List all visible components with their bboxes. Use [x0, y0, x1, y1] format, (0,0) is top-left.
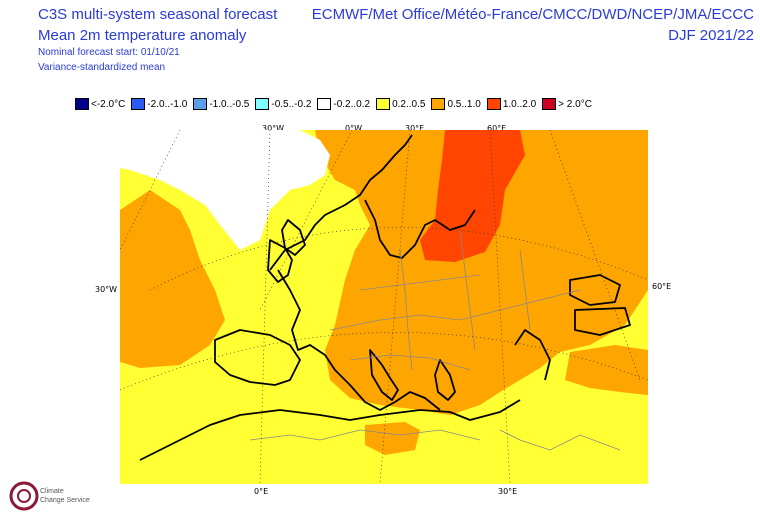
lon-label-bottom: 0°E: [254, 487, 269, 496]
legend-item: -0.2..0.2: [317, 98, 370, 110]
season-label: DJF 2021/22: [668, 27, 754, 44]
color-legend: <-2.0°C -2.0..-1.0 -1.0..-0.5 -0.5..-0.2…: [75, 96, 598, 112]
legend-swatch: [317, 98, 332, 110]
systems-list: ECMWF/Met Office/Météo-France/CMCC/DWD/N…: [311, 6, 754, 23]
legend-label: -1.0..-0.5: [209, 98, 250, 110]
country-borders: [249, 229, 621, 451]
graticule: [120, 130, 648, 484]
legend-item: -2.0..-1.0: [131, 98, 187, 110]
legend-label: -2.0..-1.0: [147, 98, 188, 110]
legend-item: > 2.0°C: [542, 98, 592, 110]
legend-swatch: [486, 98, 501, 110]
legend-swatch: [75, 98, 89, 110]
legend-swatch: [193, 98, 208, 110]
legend-swatch: [376, 98, 391, 110]
forecast-map: [120, 130, 648, 484]
forecast-start-note: Nominal forecast start: 01/10/21: [38, 47, 180, 58]
legend-item: 1.0..2.0: [486, 98, 537, 110]
logo-line2: Change Service: [40, 497, 90, 504]
anomaly-white-northwest: [120, 130, 330, 250]
logo-text: Climate Change Service: [40, 487, 90, 505]
copernicus-logo: [9, 481, 39, 511]
lon-label-top: 0°W: [345, 124, 362, 133]
anomaly-white-corner: [120, 130, 138, 155]
map-subtitle: Mean 2m temperature anomaly: [38, 27, 247, 44]
variance-note: Variance-standardized mean: [38, 62, 166, 73]
legend-item: <-2.0°C: [75, 98, 125, 110]
lon-label-top: 60°E: [487, 124, 507, 133]
legend-swatch: [255, 98, 270, 110]
legend-item: -0.5..-0.2: [255, 98, 311, 110]
lon-label-right: 60°E: [652, 282, 672, 291]
legend-label: 0.2..0.5: [392, 98, 426, 110]
anomaly-orange-africa: [365, 422, 420, 455]
legend-label: -0.2..0.2: [333, 98, 371, 110]
lon-label-left: 30°W: [95, 285, 118, 294]
legend-label: -0.5..-0.2: [271, 98, 312, 110]
legend-item: 0.5..1.0: [431, 98, 481, 110]
legend-label: 1.0..2.0: [502, 98, 537, 110]
lon-label-top: 30°E: [405, 124, 425, 133]
logo-line1: Climate: [40, 488, 64, 495]
anomaly-orange-sea: [315, 130, 380, 190]
legend-swatch: [431, 98, 446, 110]
lon-label-bottom: 30°E: [498, 487, 518, 496]
anomaly-orange-east: [325, 130, 648, 415]
legend-label: <-2.0°C: [91, 98, 126, 110]
coastlines: [139, 134, 631, 461]
legend-swatch: [542, 98, 557, 110]
legend-label: > 2.0°C: [558, 98, 592, 110]
legend-item: -1.0..-0.5: [193, 98, 249, 110]
legend-swatch: [131, 98, 146, 110]
anomaly-red-north: [420, 130, 525, 262]
legend-item: 0.2..0.5: [376, 98, 425, 110]
map-title: C3S multi-system seasonal forecast: [38, 6, 278, 23]
legend-label: 0.5..1.0: [447, 98, 481, 110]
anomaly-orange-southeast: [565, 345, 648, 395]
lon-label-top: 30°W: [262, 124, 285, 133]
